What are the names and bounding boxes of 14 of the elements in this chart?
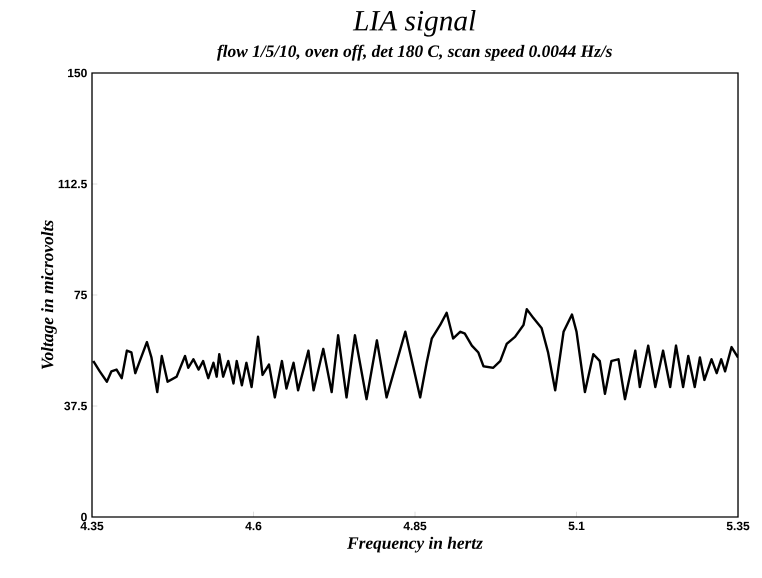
x-tick-label: 4.35	[80, 522, 104, 530]
y-tick-label: 0	[81, 512, 87, 522]
x-tick-label: 4.85	[404, 522, 426, 530]
x-tick-label: 5.35	[726, 522, 750, 530]
y-axis-title: Voltage in microvolts	[41, 220, 57, 370]
y-tick-label: 150	[68, 68, 87, 78]
x-tick-label: 5.1	[568, 522, 585, 530]
y-tick-label: 37.5	[64, 402, 87, 410]
x-axis-title: Frequency in hertz	[347, 536, 483, 552]
y-tick-label: 112.5	[58, 180, 87, 188]
chart-title: LIA signal	[352, 10, 476, 37]
x-tick-label: 4.6	[245, 522, 262, 530]
y-tick-label: 75	[74, 290, 87, 300]
chart-subtitle: flow 1/5/10, oven off, det 180 C, scan speed 0.0044 Hz/s	[216, 44, 612, 61]
